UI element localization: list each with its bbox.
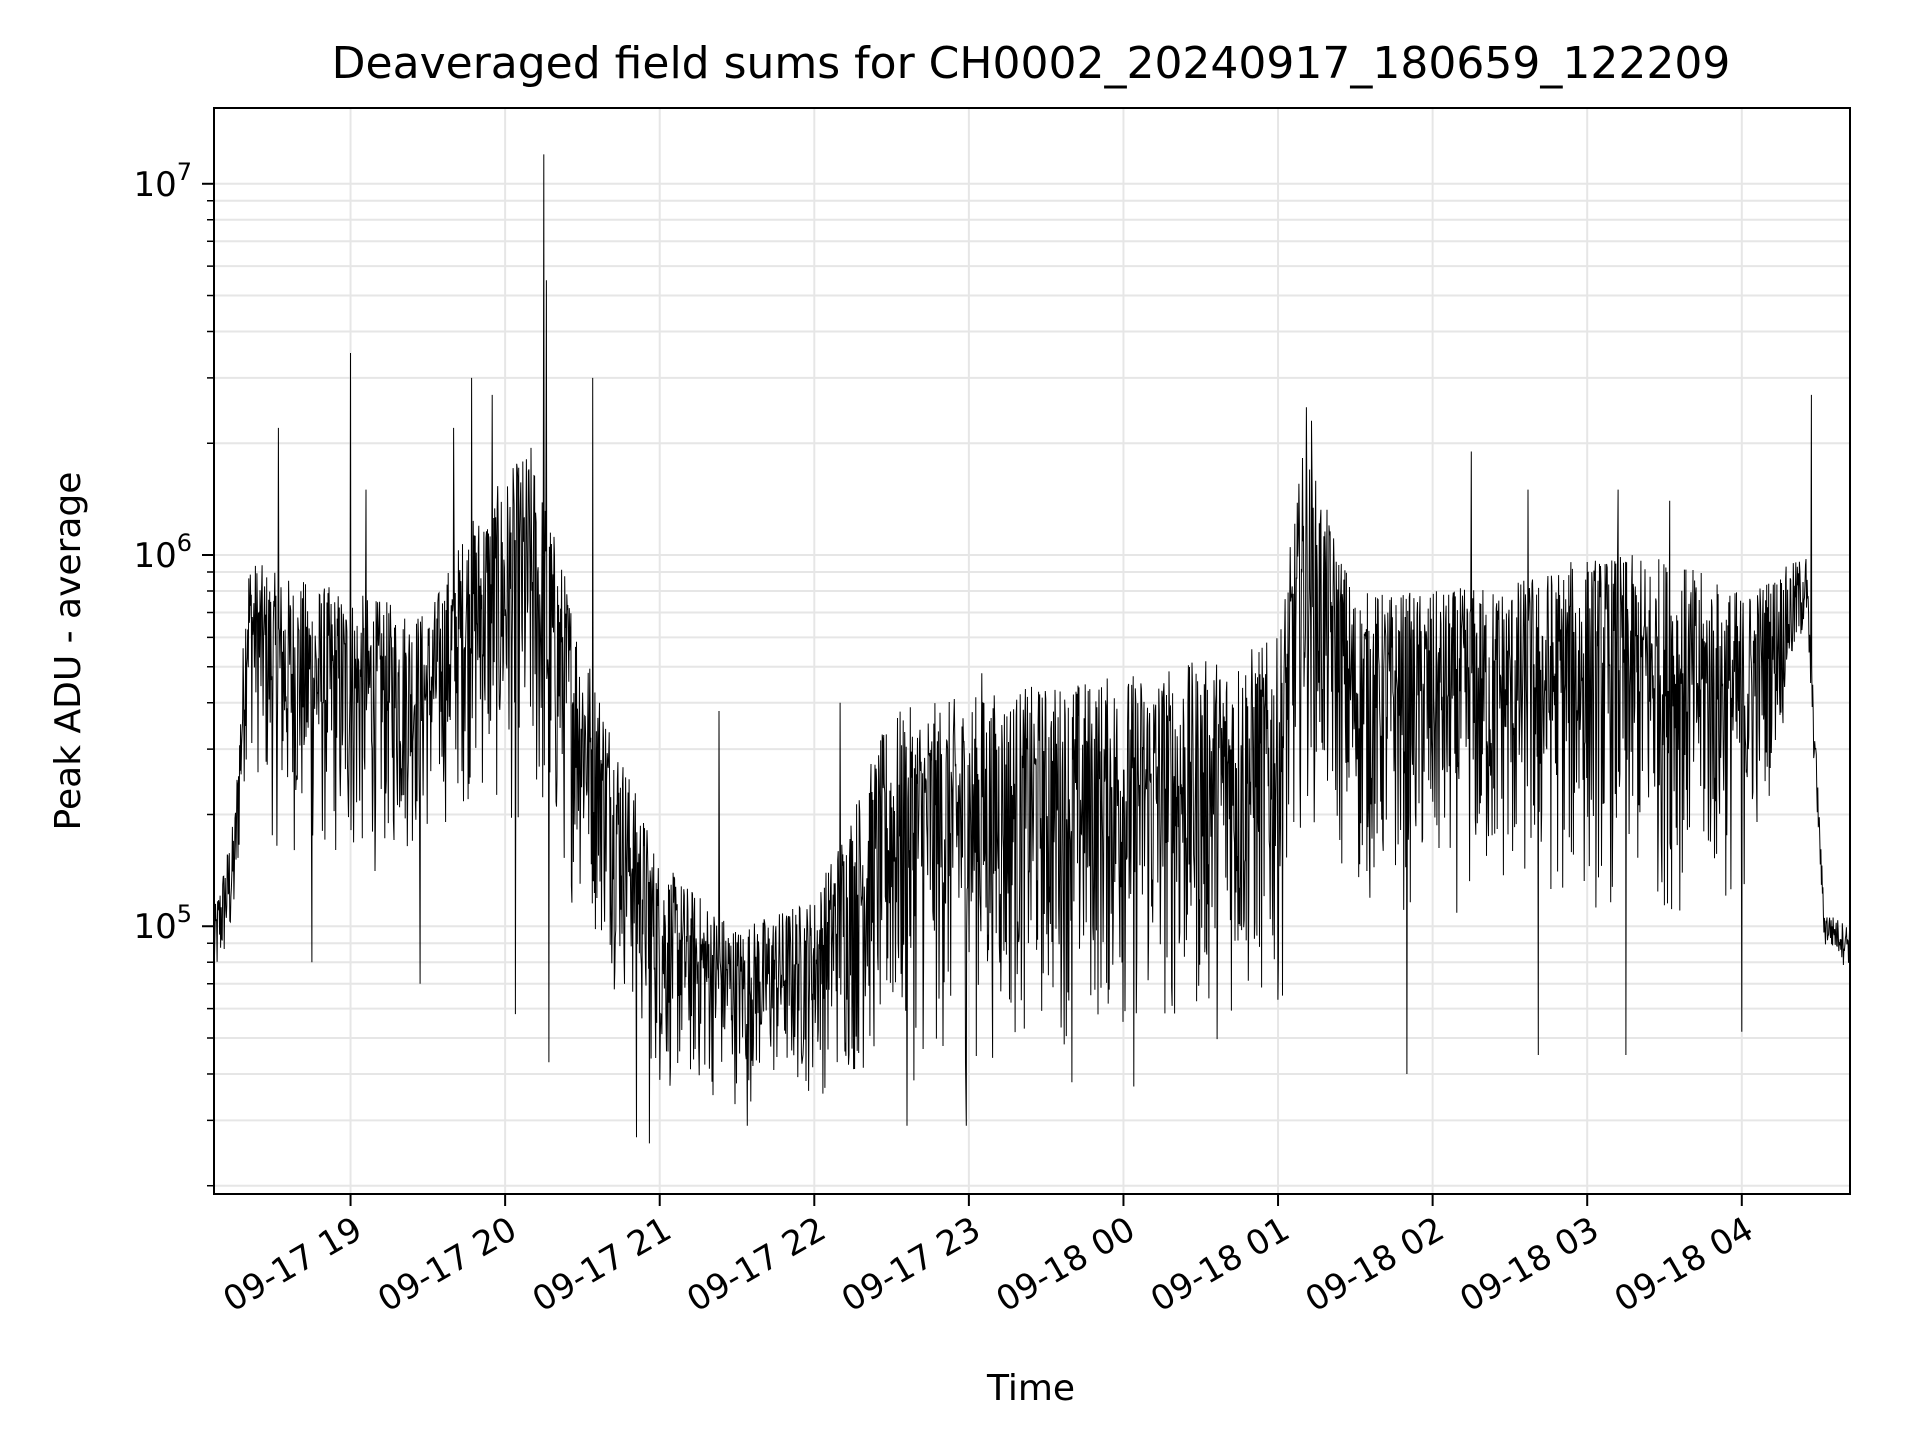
- data-series: [214, 154, 1850, 1144]
- y-tick-label: 106: [133, 529, 192, 576]
- y-axis-label: Peak ADU - average: [48, 472, 89, 831]
- series-line: [214, 154, 1850, 1144]
- y-tick-label: 107: [133, 158, 192, 205]
- y-axis: 105 106 107: [133, 158, 214, 1187]
- plot-frame: [213, 107, 1851, 1195]
- x-axis-label: Time: [986, 1368, 1075, 1409]
- y-tick-label: 105: [133, 900, 192, 947]
- chart-title: Deaveraged field sums for CH0002_2024091…: [332, 38, 1731, 89]
